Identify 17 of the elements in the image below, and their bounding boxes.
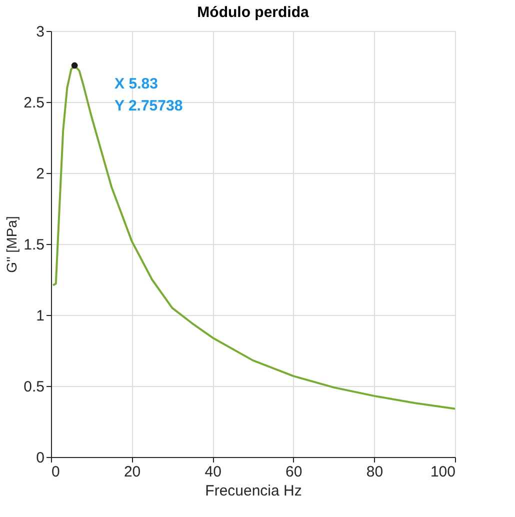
x-tick-label: 20: [124, 464, 141, 480]
y-tick-label: 0.5: [24, 378, 44, 396]
y-tick-label: 3: [36, 24, 44, 40]
y-axis-title: G'' [MPa]: [4, 216, 20, 273]
chart-title: Módulo perdida: [197, 4, 310, 21]
y-tick-label: 2.5: [24, 94, 44, 112]
y-tick-label: 1.5: [24, 236, 44, 254]
x-axis-title: Frecuencia Hz: [205, 482, 302, 500]
y-tick-label: 0: [36, 450, 44, 466]
y-tick-label: 2: [36, 166, 44, 182]
x-tick-label: 80: [366, 464, 384, 480]
annotation: X 5.83 Y 2.75738: [114, 75, 183, 114]
x-tick-label: 100: [430, 464, 456, 480]
y-tick-label: 1: [36, 308, 44, 324]
x-tick-label: 0: [52, 464, 60, 480]
x-tick-label: 60: [286, 464, 302, 480]
x-tick-label: 40: [204, 464, 222, 480]
